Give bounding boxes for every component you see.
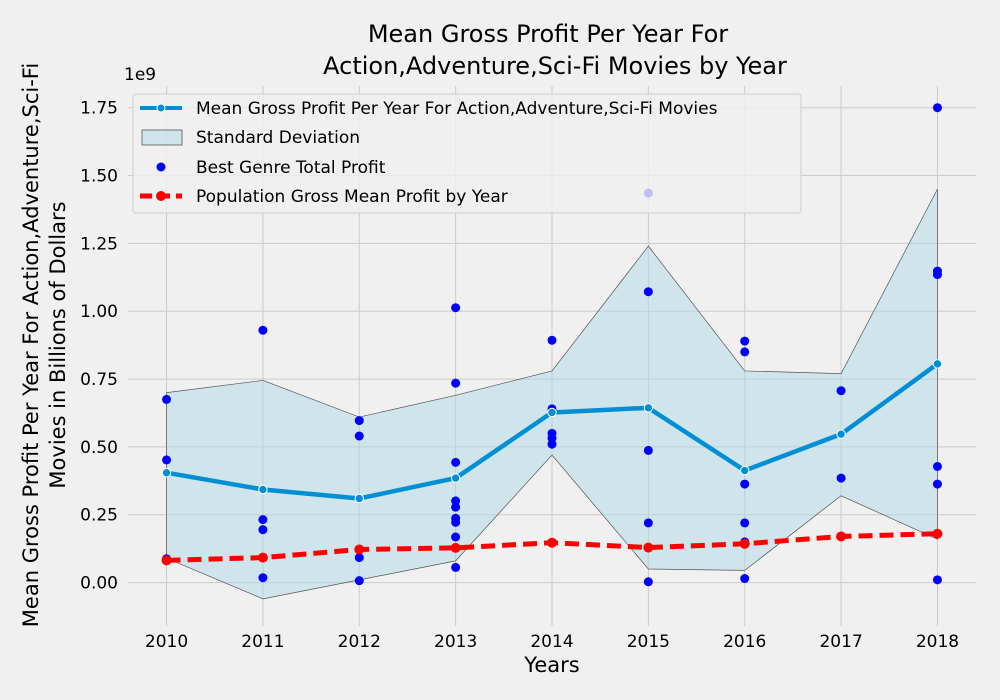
- mean-layer: [161, 359, 943, 504]
- population-mean-marker: [450, 542, 461, 553]
- best-genre-point: [643, 577, 653, 587]
- mean-profit-marker: [450, 473, 461, 483]
- best-genre-point: [643, 445, 653, 455]
- x-tick-label: 2017: [819, 632, 862, 652]
- population-mean-marker: [354, 544, 365, 555]
- mean-profit-marker: [740, 465, 750, 476]
- best-genre-point: [932, 575, 942, 585]
- y-tick-label: 0.00: [80, 574, 118, 594]
- best-genre-point: [354, 416, 364, 426]
- x-tick-label: 2014: [530, 632, 573, 652]
- best-genre-point: [451, 562, 461, 572]
- mean-profit-marker: [258, 484, 268, 495]
- x-tick-label: 2015: [627, 632, 670, 652]
- best-genre-point: [643, 518, 653, 528]
- legend-std-patch: [141, 129, 183, 146]
- y-tick-label: 0.75: [80, 370, 118, 390]
- best-genre-point: [932, 103, 942, 113]
- legend-scatter-marker: [156, 162, 166, 172]
- y-tick-label: 1.50: [80, 167, 118, 187]
- y-axis-label-line-1: Mean Gross Profit Per Year For Action,Ad…: [19, 63, 43, 627]
- population-mean-marker: [836, 531, 847, 542]
- y-offset-text: 1e9: [124, 65, 156, 85]
- x-tick-label: 2016: [723, 632, 766, 652]
- best-genre-point: [451, 378, 461, 388]
- legend: Mean Gross Profit Per Year For Action,Ad…: [132, 93, 802, 214]
- population-layer: [161, 528, 943, 566]
- best-genre-point: [932, 479, 942, 489]
- tick-label-layer: 2010 2011 2012 2013 2014 2015 2016 2017 2018 0.00…: [80, 99, 959, 652]
- best-genre-point: [740, 347, 750, 357]
- legend-label-population: Population Gross Mean Profit by Year: [196, 187, 508, 207]
- best-genre-point: [836, 386, 846, 396]
- x-tick-label: 2012: [338, 632, 381, 652]
- legend-label-mean: Mean Gross Profit Per Year For Action,Ad…: [196, 99, 718, 119]
- legend-frame: [132, 93, 802, 214]
- legend-label-std: Standard Deviation: [196, 128, 360, 148]
- x-tick-label: 2018: [916, 632, 959, 652]
- scatter-layer: [162, 103, 942, 587]
- best-genre-point: [451, 303, 461, 313]
- best-genre-point: [547, 439, 557, 449]
- best-genre-point: [740, 479, 750, 489]
- best-genre-point: [740, 336, 750, 346]
- population-mean-marker: [547, 537, 557, 548]
- population-mean-marker: [643, 542, 654, 553]
- legend-mean-marker: [156, 103, 166, 113]
- best-genre-point: [740, 518, 750, 528]
- best-genre-point: [643, 287, 653, 297]
- chart-title-line-1: Mean Gross Profit Per Year For: [368, 20, 728, 48]
- x-tick-label: 2010: [145, 632, 188, 652]
- x-tick-label: 2011: [241, 632, 284, 652]
- best-genre-point: [451, 502, 461, 512]
- best-genre-point: [258, 325, 268, 335]
- best-genre-point: [258, 515, 268, 525]
- best-genre-point: [836, 473, 846, 483]
- x-tick-label: 2013: [434, 632, 477, 652]
- best-genre-point: [451, 532, 461, 542]
- mean-profit-marker: [932, 359, 943, 369]
- population-mean-marker: [257, 552, 268, 563]
- population-mean-marker: [739, 538, 750, 549]
- best-genre-point: [451, 496, 461, 506]
- best-genre-point: [354, 576, 364, 586]
- population-mean-marker: [932, 528, 943, 539]
- y-tick-label: 0.50: [80, 438, 118, 458]
- best-genre-point: [547, 335, 557, 345]
- y-axis-label-line-2: Movies in Billions of Dollars: [46, 201, 70, 488]
- best-genre-point: [258, 525, 268, 535]
- x-axis-label: Years: [523, 653, 579, 677]
- best-genre-point: [354, 431, 364, 441]
- y-tick-label: 0.25: [80, 506, 118, 526]
- y-tick-label: 1.00: [80, 302, 118, 322]
- mean-profit-marker: [161, 467, 172, 478]
- best-genre-point: [354, 553, 364, 563]
- best-genre-point: [162, 394, 172, 404]
- best-genre-point: [932, 270, 942, 280]
- best-genre-point: [451, 517, 461, 527]
- population-mean-marker: [161, 555, 172, 566]
- mean-profit-marker: [836, 429, 846, 439]
- mean-profit-marker: [547, 407, 557, 418]
- best-genre-point: [932, 461, 942, 471]
- chart-title-line-2: Action,Adventure,Sci-Fi Movies by Year: [323, 52, 787, 80]
- mean-profit-marker: [354, 493, 364, 504]
- best-genre-point: [162, 455, 172, 465]
- legend-label-scatter: Best Genre Total Profit: [196, 158, 386, 178]
- y-tick-label: 1.75: [80, 99, 118, 119]
- y-tick-label: 1.25: [80, 234, 118, 254]
- best-genre-point: [258, 573, 268, 583]
- legend-population-marker: [156, 191, 166, 201]
- best-genre-point: [740, 574, 750, 584]
- best-genre-point: [451, 457, 461, 467]
- mean-profit-marker: [643, 403, 654, 413]
